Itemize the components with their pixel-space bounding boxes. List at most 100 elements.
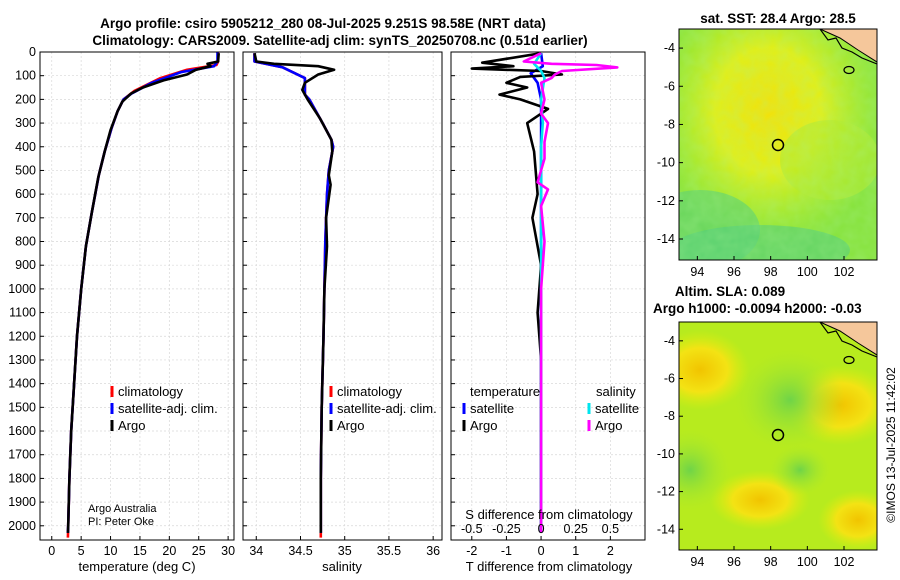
- salinity-panel: 34 34.5 35 35.5 36 salinity climatology sate…: [242, 51, 443, 574]
- map-lat-tick-label: -14: [657, 232, 675, 246]
- argo-position-marker: [771, 138, 785, 152]
- sla-map-title-line2: Argo h1000: -0.0094 h2000: -0.03: [653, 301, 862, 316]
- depth-tick-label: 1700: [8, 448, 36, 462]
- x-tick-label: 34: [249, 544, 263, 558]
- credit-line2: PI: Peter Oke: [88, 516, 154, 528]
- x-tick-label: 0: [48, 544, 55, 558]
- depth-tick-label: 800: [15, 235, 36, 249]
- timestamp-label: ©IMOS 13-Jul-2025 11:42:02: [884, 367, 898, 523]
- series-line-argo: [253, 52, 336, 533]
- s-diff-tick-label: -0.5: [461, 522, 483, 536]
- depth-tick-label: 1900: [8, 495, 36, 509]
- legend-label-s-argo: Argo: [595, 418, 622, 433]
- x-tick-label: 36: [426, 544, 440, 558]
- series-line-s-argo: [522, 52, 619, 533]
- x-tick-label: 15: [133, 544, 147, 558]
- x-tick-label: 20: [162, 544, 176, 558]
- depth-tick-label: 100: [15, 69, 36, 83]
- temperature-axes-frame: [39, 51, 235, 541]
- legend-header-temperature: temperature: [470, 384, 540, 399]
- map-lon-tick-label: 98: [764, 555, 778, 569]
- sla-map: Altim. SLA: 0.089 Argo h1000: -0.0094 h2…: [653, 284, 878, 569]
- difference-axes-frame: [450, 51, 646, 541]
- s-diff-tick-label: 0.5: [602, 522, 619, 536]
- x-tick-label: 34.5: [288, 544, 312, 558]
- map-lat-tick-label: -4: [664, 41, 675, 55]
- map-lat-tick-label: -14: [657, 522, 675, 536]
- difference-panel: -2 -1 0 1 2 T difference from climatology S …: [450, 51, 646, 574]
- map-lon-tick-label: 102: [834, 555, 855, 569]
- depth-tick-label: 200: [15, 92, 36, 106]
- figure-title-line2: Climatology: CARS2009. Satellite-adj cli…: [92, 33, 587, 48]
- depth-tick-label: 900: [15, 258, 36, 272]
- legend-label-climatology: climatology: [337, 384, 403, 399]
- depth-tick-label: 1800: [8, 471, 36, 485]
- map-lon-tick-label: 100: [797, 555, 818, 569]
- depth-tick-label: 1600: [8, 424, 36, 438]
- legend-label-climatology: climatology: [118, 384, 184, 399]
- depth-tick-label: 300: [15, 116, 36, 130]
- x-tick-label: -2: [466, 544, 477, 558]
- depth-tick-label: 1400: [8, 377, 36, 391]
- legend-label-argo: Argo: [337, 418, 364, 433]
- argo-position-marker: [771, 428, 785, 442]
- depth-tick-label: 1500: [8, 400, 36, 414]
- map-lat-tick-label: -10: [657, 447, 675, 461]
- difference-legend: temperature salinity satellite Argo sate…: [462, 384, 639, 433]
- x-tick-label: 2: [607, 544, 614, 558]
- series-line-climatology: [66, 52, 220, 538]
- s-diff-tick-label: 0.25: [564, 522, 588, 536]
- figure-title-line1: Argo profile: csiro 5905212_280 08-Jul-2…: [100, 16, 546, 31]
- legend-label-satellite: satellite-adj. clim.: [118, 401, 218, 416]
- depth-tick-label: 600: [15, 187, 36, 201]
- map-lon-tick-label: 96: [727, 555, 741, 569]
- temperature-xlabel: temperature (deg C): [78, 559, 195, 574]
- difference-xlabel-salinity: S difference from climatology: [465, 507, 633, 522]
- x-tick-label: 1: [572, 544, 579, 558]
- sla-map-frame: [678, 321, 878, 551]
- sst-map-frame: [678, 28, 878, 261]
- map-lat-tick-label: -6: [664, 79, 675, 93]
- salinity-xlabel: salinity: [322, 559, 362, 574]
- map-lat-tick-label: -12: [657, 485, 675, 499]
- map-lon-tick-label: 100: [797, 265, 818, 279]
- x-tick-label: 0: [538, 544, 545, 558]
- x-tick-label: 35.5: [377, 544, 401, 558]
- sla-map-title-line1: Altim. SLA: 0.089: [675, 284, 785, 299]
- series-line-satellite-adj-clim-: [66, 52, 219, 533]
- map-lat-tick-label: -10: [657, 156, 675, 170]
- legend-label-t-argo: Argo: [470, 418, 497, 433]
- sst-map-title: sat. SST: 28.4 Argo: 28.5: [700, 11, 856, 26]
- x-tick-label: 35: [338, 544, 352, 558]
- map-lon-tick-label: 94: [690, 555, 704, 569]
- x-tick-label: -1: [501, 544, 512, 558]
- depth-tick-label: 1300: [8, 353, 36, 367]
- s-diff-tick-label: 0: [538, 522, 545, 536]
- salinity-axes-frame: [242, 51, 443, 541]
- x-tick-label: 5: [78, 544, 85, 558]
- depth-tick-label: 0: [29, 45, 36, 59]
- map-lon-tick-label: 94: [690, 265, 704, 279]
- salinity-legend: climatology satellite-adj. clim. Argo: [329, 384, 437, 433]
- temperature-legend: climatology satellite-adj. clim. Argo: [110, 384, 218, 433]
- map-lat-tick-label: -6: [664, 372, 675, 386]
- depth-tick-label: 400: [15, 140, 36, 154]
- difference-xlabel: T difference from climatology: [466, 559, 633, 574]
- island-outline: [843, 355, 855, 365]
- temperature-panel: 0 5 10 15 20 25 30 0 100 200 300 400 500 600 700 800 90…: [8, 45, 235, 574]
- series-line-argo: [66, 53, 220, 533]
- map-lat-tick-label: -4: [664, 334, 675, 348]
- depth-tick-label: 1000: [8, 282, 36, 296]
- depth-tick-label: 500: [15, 163, 36, 177]
- credit-line1: Argo Australia: [88, 503, 157, 515]
- legend-label-argo: Argo: [118, 418, 145, 433]
- land-mass: [819, 29, 877, 63]
- map-lat-tick-label: -12: [657, 194, 675, 208]
- depth-tick-label: 1100: [9, 306, 36, 320]
- sst-map-field: [679, 29, 877, 260]
- legend-label-s-satellite: satellite: [595, 401, 639, 416]
- map-lat-tick-label: -8: [664, 117, 675, 131]
- legend-label-t-satellite: satellite: [470, 401, 514, 416]
- sst-map: sat. SST: 28.4 Argo: 28.5 94 96 98 100 102 -4…: [657, 11, 878, 279]
